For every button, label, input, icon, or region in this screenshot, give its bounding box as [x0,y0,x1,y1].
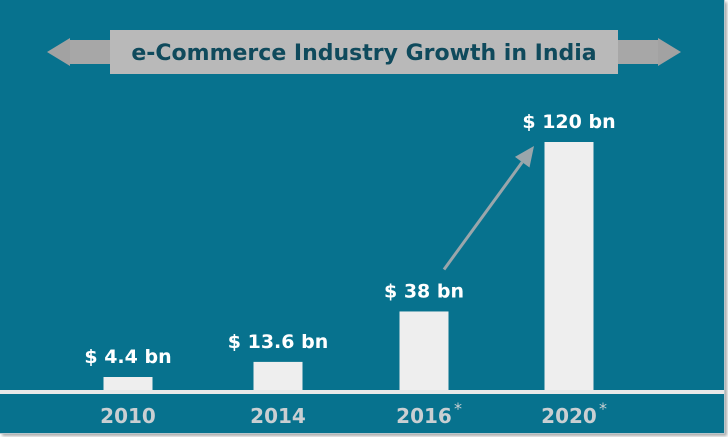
value-label-2010: $ 4.4 bn [84,346,171,368]
value-label-2020: $ 120 bn [522,111,615,133]
banner-right-tail [616,40,658,64]
x-tick-2020: 2020 [541,404,597,428]
x-tick-2016: 2016 [396,404,452,428]
chart-title: e-Commerce Industry Growth in India [131,41,596,66]
banner-body [110,30,618,74]
growth-arrow-head [514,146,534,168]
x-tick-2010: 2010 [100,404,156,428]
bar-2020 [544,142,594,390]
title-banner: e-Commerce Industry Growth in India [47,30,681,74]
growth-arrow-line [442,161,524,271]
bar-2014 [253,361,303,390]
footnote-marker-2016: * [454,399,462,418]
value-label-2014: $ 13.6 bn [228,331,328,353]
value-label-2016: $ 38 bn [384,280,464,302]
bar-2010 [103,377,153,390]
banner-left-arrow [47,38,70,66]
footnote-marker-2020: * [599,399,607,418]
bar-2016 [399,311,449,390]
x-tick-2014: 2014 [250,404,306,428]
banner-left-tail [70,40,112,64]
banner-right-arrow [658,38,681,66]
